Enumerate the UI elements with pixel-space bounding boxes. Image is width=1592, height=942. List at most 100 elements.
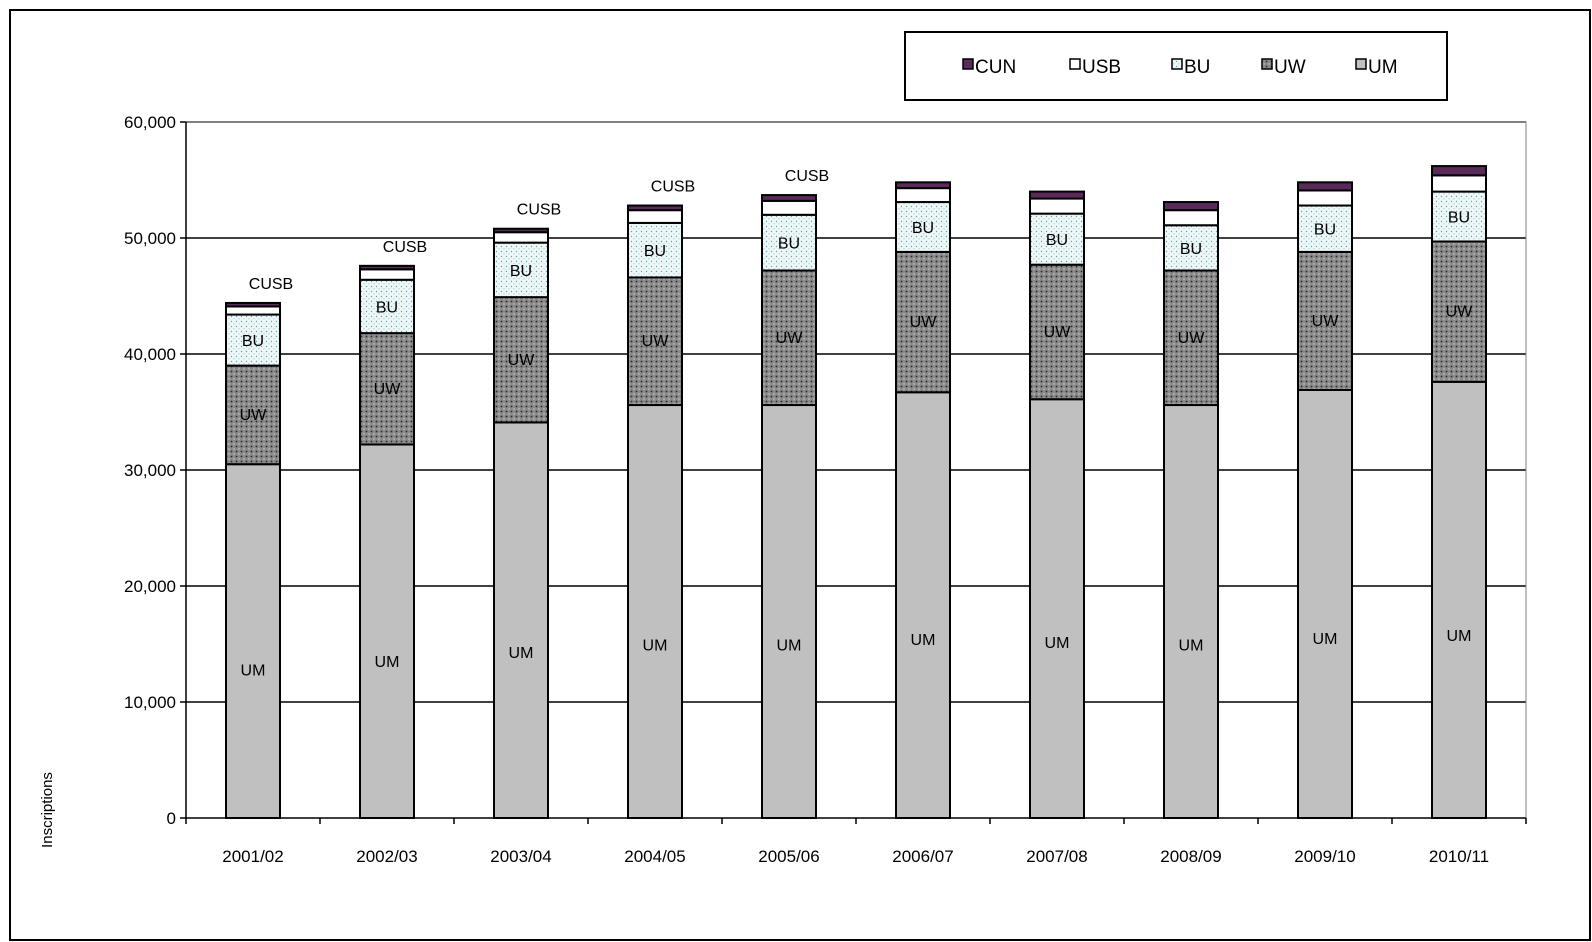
bar-um xyxy=(1297,388,1353,819)
y-axis-label: Inscriptions xyxy=(39,772,56,848)
segment-label-cusb: CUSB xyxy=(517,202,561,219)
bar-bu xyxy=(627,221,683,279)
bar-bu xyxy=(1029,212,1085,266)
segment-label-uw: UW xyxy=(508,352,536,369)
legend-swatch-um xyxy=(1355,58,1367,70)
x-tick-label: 2002/03 xyxy=(356,847,417,866)
y-tick-label: 50,000 xyxy=(124,229,176,248)
segment-label-uw: UW xyxy=(642,333,670,350)
segment-label-uw: UW xyxy=(910,314,938,331)
bar-um xyxy=(359,443,415,819)
x-tick-label: 2003/04 xyxy=(490,847,551,866)
segment-label-uw: UW xyxy=(374,381,402,398)
bar-bu xyxy=(493,241,549,299)
segment-label-bu: BU xyxy=(1448,210,1470,227)
bar-um xyxy=(225,463,281,819)
segment-label-bu: BU xyxy=(644,243,666,260)
y-tick-label: 10,000 xyxy=(124,693,176,712)
x-tick-label: 2008/09 xyxy=(1160,847,1221,866)
bar-bu xyxy=(225,313,281,367)
bar-um xyxy=(493,421,549,819)
bar-uw xyxy=(493,296,549,424)
bar-bu xyxy=(761,213,817,272)
segment-label-um: UM xyxy=(643,638,668,655)
bar-usb xyxy=(627,209,683,224)
bar-cun xyxy=(225,301,281,308)
bar-cun xyxy=(895,181,951,190)
bar-uw xyxy=(1163,269,1219,407)
y-tick-label: 40,000 xyxy=(124,345,176,364)
segment-label-uw: UW xyxy=(240,407,268,424)
legend-label-usb: USB xyxy=(1082,57,1121,78)
bar-cun xyxy=(1163,201,1219,212)
legend-label-bu: BU xyxy=(1184,57,1210,78)
segment-label-um: UM xyxy=(1045,635,1070,652)
legend-label-um: UM xyxy=(1368,57,1398,78)
segment-label-uw: UW xyxy=(776,330,804,347)
bar-cun xyxy=(493,227,549,234)
segment-label-bu: BU xyxy=(242,333,264,350)
y-tick-label: 60,000 xyxy=(124,113,176,132)
x-tick-label: 2006/07 xyxy=(892,847,953,866)
legend-label-cun: CUN xyxy=(975,57,1016,78)
segment-label-um: UM xyxy=(1179,638,1204,655)
y-tick-label: 30,000 xyxy=(124,461,176,480)
bar-usb xyxy=(225,305,281,316)
x-tick-label: 2005/06 xyxy=(758,847,819,866)
bar-um xyxy=(761,404,817,819)
bar-um xyxy=(1431,380,1487,819)
segment-label-bu: BU xyxy=(376,299,398,316)
bar-usb xyxy=(1431,174,1487,193)
segment-label-bu: BU xyxy=(778,236,800,253)
segment-label-bu: BU xyxy=(510,263,532,280)
legend-swatch-bu xyxy=(1171,58,1183,70)
bar-cun xyxy=(1431,165,1487,177)
bar-uw xyxy=(1297,250,1353,391)
x-tick-label: 2004/05 xyxy=(624,847,685,866)
segment-label-uw: UW xyxy=(1178,330,1206,347)
segment-label-bu: BU xyxy=(1046,232,1068,249)
bar-cun xyxy=(627,204,683,212)
bar-cun xyxy=(1029,190,1085,200)
bar-uw xyxy=(1029,263,1085,401)
bar-usb xyxy=(895,187,951,204)
segment-label-cusb: CUSB xyxy=(383,239,427,256)
segment-label-uw: UW xyxy=(1446,304,1474,321)
bar-um xyxy=(627,404,683,819)
bar-cun xyxy=(1297,181,1353,192)
bar-usb xyxy=(1297,189,1353,207)
segment-label-um: UM xyxy=(241,662,266,679)
segment-label-um: UM xyxy=(911,632,936,649)
legend: CUN USB BU UW UM xyxy=(904,31,1448,101)
bars: UM UW BU CUSB UM UW BU CUSB UM UW BU CUSB UM UW BU CUSB… xyxy=(225,165,1487,819)
segment-label-bu: BU xyxy=(912,220,934,237)
segment-label-um: UM xyxy=(509,645,534,662)
bar-usb xyxy=(761,199,817,216)
segment-label-bu: BU xyxy=(1314,222,1336,239)
bar-usb xyxy=(1163,209,1219,227)
bar-um xyxy=(895,391,951,819)
legend-swatch-usb xyxy=(1069,58,1081,70)
legend-swatch-uw xyxy=(1261,58,1273,70)
y-tick-label: 0 xyxy=(167,809,176,828)
bar-usb xyxy=(359,268,415,281)
segment-label-uw: UW xyxy=(1044,324,1072,341)
legend-label-uw: UW xyxy=(1274,57,1306,78)
segment-label-bu: BU xyxy=(1180,241,1202,258)
segment-label-um: UM xyxy=(1313,631,1338,648)
bar-usb xyxy=(493,231,549,244)
bar-uw xyxy=(1431,240,1487,383)
segment-label-um: UM xyxy=(1447,628,1472,645)
x-tick-labels: 2001/02 2002/03 2003/04 2004/05 2005/06 2006/… xyxy=(222,847,1489,866)
bar-uw xyxy=(895,250,951,394)
segment-label-um: UM xyxy=(777,638,802,655)
bar-um xyxy=(1029,398,1085,819)
bar-um xyxy=(1163,404,1219,819)
y-tick-labels: 0 10,000 20,000 30,000 40,000 50,000 60,000 xyxy=(124,113,176,828)
y-tick-label: 20,000 xyxy=(124,577,176,596)
segment-label-cusb: CUSB xyxy=(249,276,293,293)
segment-label-uw: UW xyxy=(1312,313,1340,330)
bar-uw xyxy=(627,276,683,407)
axes xyxy=(180,121,1527,824)
